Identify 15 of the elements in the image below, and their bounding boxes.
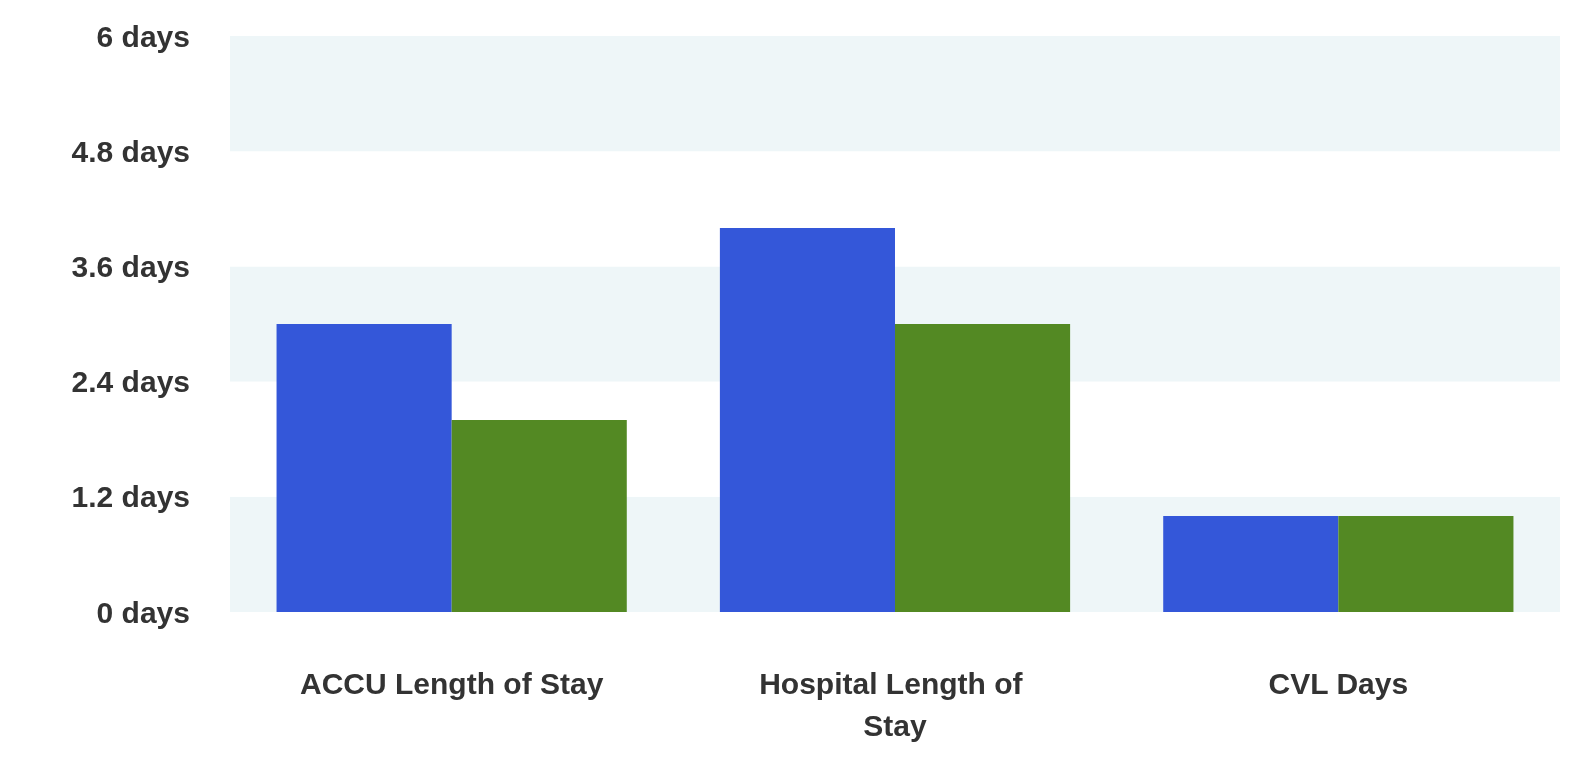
- x-tick-label: ACCU Length of Stay: [300, 666, 604, 700]
- y-tick-label: 6 days: [96, 19, 190, 53]
- y-tick-label: 0 days: [96, 595, 190, 629]
- bar: [719, 228, 895, 612]
- y-tick-label: 2.4 days: [71, 365, 190, 399]
- y-tick-label: 1.2 days: [71, 480, 190, 514]
- y-tick-label: 3.6 days: [71, 249, 190, 283]
- bar: [451, 420, 627, 612]
- bar: [895, 324, 1071, 612]
- x-tick-label: CVL Days: [1268, 666, 1409, 700]
- y-tick-label: 4.8 days: [71, 134, 190, 168]
- bar: [276, 324, 452, 612]
- bar: [1163, 516, 1339, 612]
- bar: [1338, 516, 1514, 612]
- x-tick-label: Hospital Length of Stay: [759, 666, 1031, 742]
